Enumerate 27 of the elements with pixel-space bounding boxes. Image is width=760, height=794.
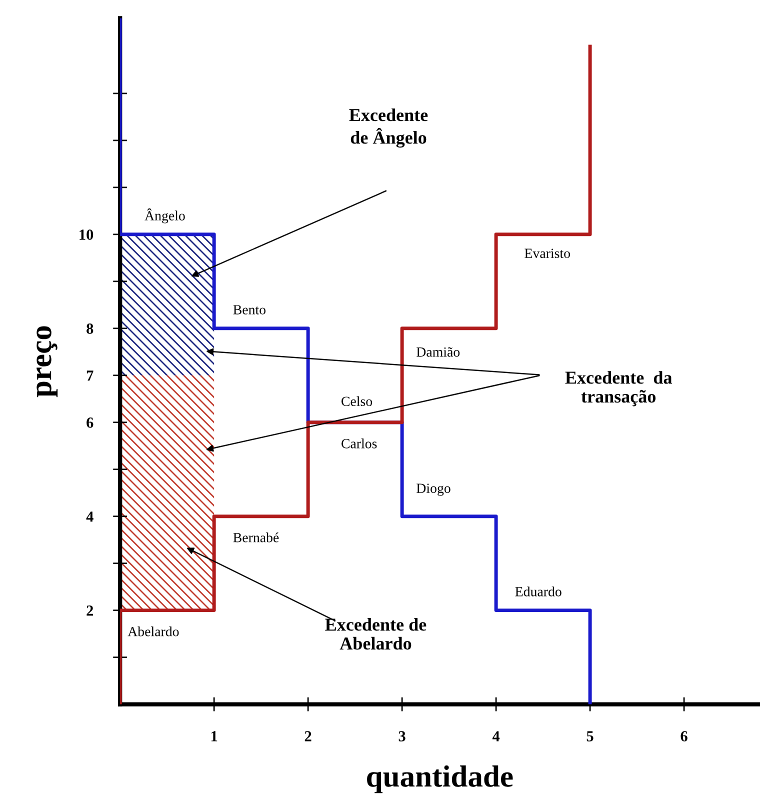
annotation: Carlos: [342, 438, 377, 448]
x-tick-label: 6: [680, 731, 688, 742]
x-tick-label: 3: [398, 731, 406, 742]
annotation: Excedente de Abelardo: [325, 618, 426, 650]
y-tick-label: 7: [86, 370, 94, 381]
annotation: Excedente de Ângelo: [349, 108, 428, 148]
y-tick-label: 10: [80, 230, 94, 240]
x-tick-label: 1: [211, 731, 218, 742]
y-tick-label: 4: [86, 512, 94, 522]
y-tick-label: 8: [86, 324, 94, 334]
x-tick-label: 4: [492, 731, 500, 742]
x-tick-label: 2: [304, 731, 312, 742]
annotation: Evaristo: [524, 248, 570, 258]
annotation: Celso: [342, 396, 372, 406]
y-tick-label: 2: [86, 605, 94, 616]
y-axis-title: preço: [36, 326, 58, 398]
annotation: Abelardo: [128, 626, 179, 636]
annotation: Bernabé: [233, 532, 279, 542]
annotation: Excedente da transação: [565, 371, 672, 406]
x-tick-label: 5: [586, 731, 594, 742]
annotation: Diogo: [416, 484, 450, 496]
annotation: Ângelo: [144, 208, 185, 224]
annotation: Damião: [416, 347, 460, 357]
annotation: Eduardo: [515, 586, 562, 596]
annotation: Bento: [233, 305, 266, 314]
y-tick-label: 6: [86, 418, 94, 428]
x-axis-title: quantidade: [367, 765, 513, 794]
